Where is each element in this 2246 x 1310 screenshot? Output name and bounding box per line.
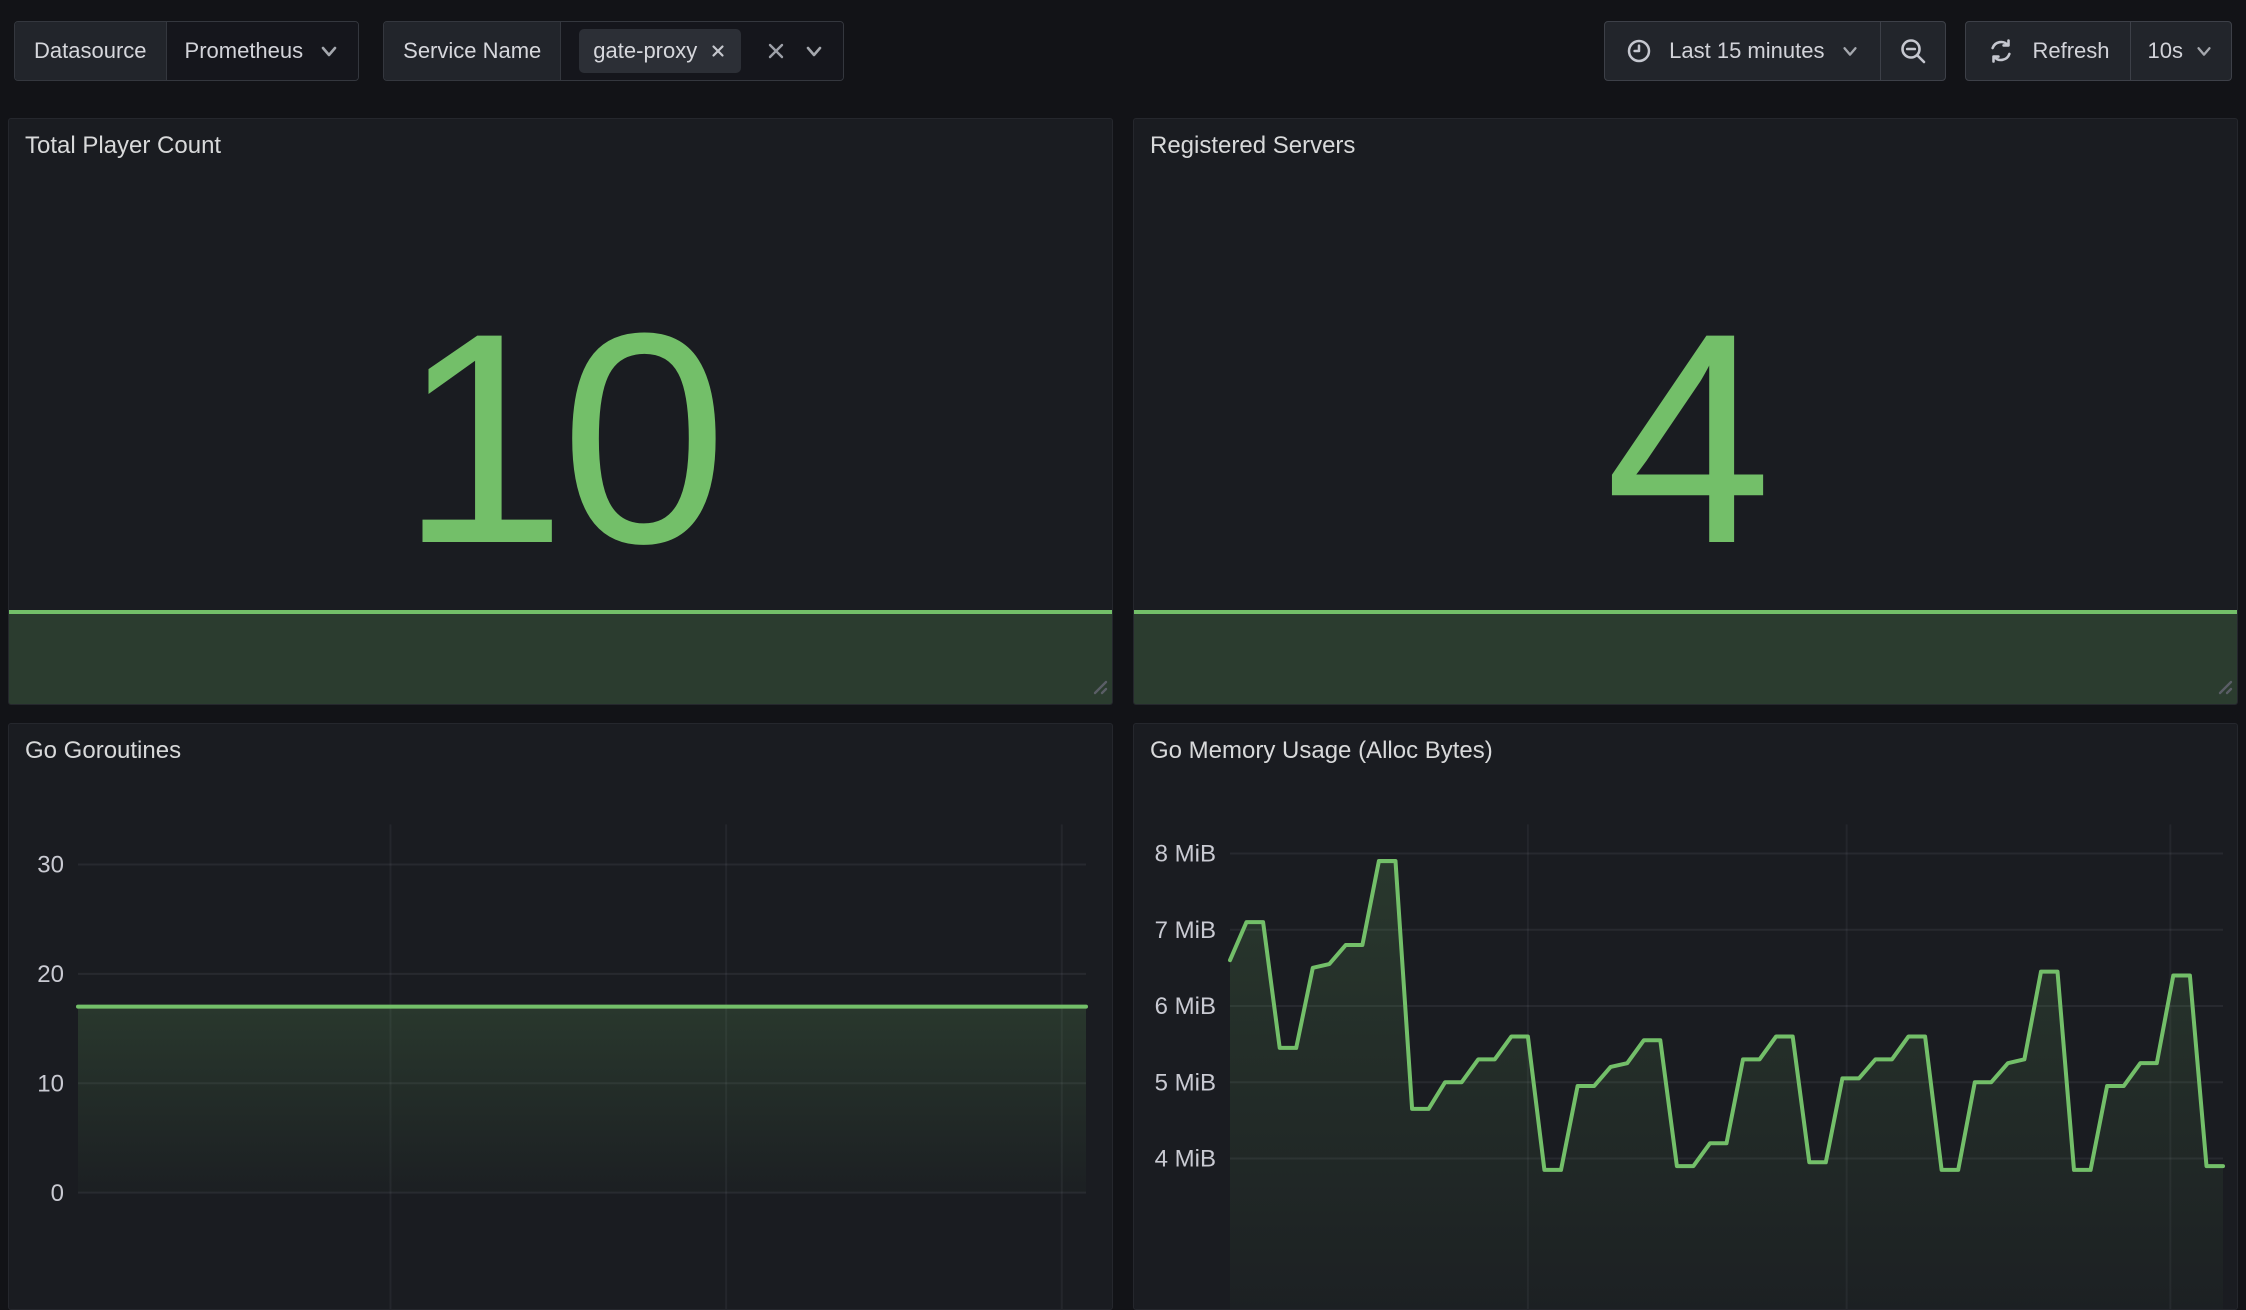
memory-line-chart[interactable]: 4 MiB 5 MiB 6 MiB 7 MiB 8 MiB [1134,724,2237,1309]
refresh-sync-icon [1986,36,2016,66]
svg-text:5 MiB: 5 MiB [1155,1069,1216,1096]
datasource-value: Prometheus [184,38,304,63]
time-controls: Last 15 minutes [1604,21,2232,81]
stat-value: 10 [399,269,728,606]
refresh-interval-value: 10s [2147,38,2183,63]
panel-title[interactable]: Registered Servers [1150,132,1356,159]
refresh-interval-dropdown[interactable]: 10s [2129,22,2231,80]
svg-text:8 MiB: 8 MiB [1155,841,1216,868]
chevron-down-icon [318,40,340,62]
datasource-select[interactable]: Prometheus [166,22,359,80]
panel-registered-servers: Registered Servers 4 [1133,118,2238,705]
svg-text:0: 0 [51,1180,64,1207]
dashboard-grid: Total Player Count 10 Registered Servers… [8,118,2238,1310]
clock-icon [1625,37,1653,65]
remove-tag-icon[interactable] [709,42,727,60]
svg-text:7 MiB: 7 MiB [1155,917,1216,944]
chevron-down-icon[interactable] [803,40,825,62]
svg-text:4 MiB: 4 MiB [1155,1146,1216,1173]
service-name-tag-label: gate-proxy [593,38,698,63]
panel-resize-handle[interactable] [1085,672,1109,701]
svg-text:6 MiB: 6 MiB [1155,993,1216,1020]
time-range-button[interactable]: Last 15 minutes [1605,22,1880,80]
chevron-down-icon [1840,41,1860,61]
chevron-down-icon [2194,41,2214,61]
stat-value: 4 [1605,269,1772,606]
zoom-out-icon [1897,35,1929,67]
panel-title[interactable]: Go Memory Usage (Alloc Bytes) [1150,737,1493,764]
clear-selection-icon[interactable] [764,39,788,63]
stat-sparkline [9,610,1112,704]
refresh-group: Refresh 10s [1965,21,2232,81]
panel-resize-handle[interactable] [2210,672,2234,701]
service-name-select[interactable]: gate-proxy [561,22,844,80]
service-name-filter: Service Name gate-proxy [383,21,845,81]
stat-sparkline [1134,610,2237,704]
panel-title[interactable]: Total Player Count [25,132,222,159]
dashboard-controls: Datasource Prometheus Service Name gate-… [0,0,2246,102]
goroutines-line-chart[interactable]: 0 10 20 30 [9,724,1112,1309]
time-range-label: Last 15 minutes [1669,38,1825,63]
panel-go-goroutines: Go Goroutines 0 10 20 30 [8,723,1113,1310]
service-name-tag[interactable]: gate-proxy [579,29,742,73]
time-picker-group: Last 15 minutes [1604,21,1947,81]
datasource-picker: Datasource Prometheus [14,21,360,81]
svg-text:30: 30 [37,852,64,879]
panel-go-memory: Go Memory Usage (Alloc Bytes) 4 MiB 5 MiB… [1133,723,2238,1310]
refresh-label: Refresh [2032,38,2110,63]
panel-title[interactable]: Go Goroutines [25,737,182,764]
zoom-out-button[interactable] [1880,22,1945,80]
refresh-button[interactable]: Refresh [1966,22,2129,80]
svg-text:10: 10 [37,1070,64,1097]
panel-total-player-count: Total Player Count 10 [8,118,1113,705]
datasource-label: Datasource [15,22,167,80]
service-name-label: Service Name [384,22,562,80]
variable-controls: Datasource Prometheus Service Name gate-… [14,21,845,81]
svg-text:20: 20 [37,961,64,988]
